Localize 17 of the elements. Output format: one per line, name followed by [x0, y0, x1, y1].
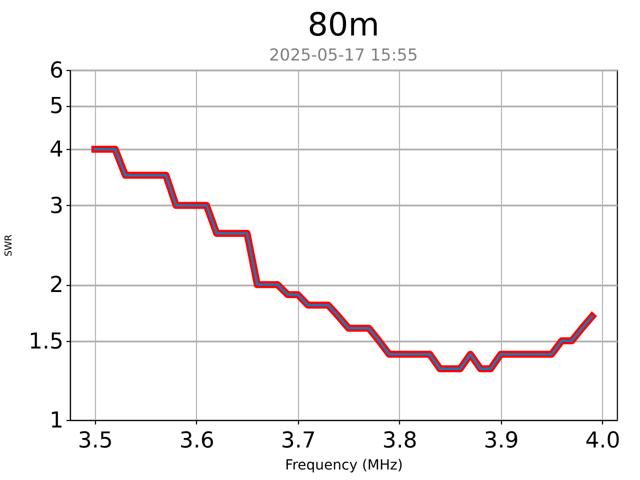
y-axis-title: SWR	[4, 234, 15, 257]
y-tick-label: 1.5	[28, 329, 64, 354]
x-tick-label: 3.8	[382, 428, 418, 454]
x-tick-label: 3.5	[78, 428, 113, 454]
x-axis-title: Frequency (MHz)	[285, 458, 403, 474]
y-tick-label: 4	[50, 138, 64, 163]
y-tick-label: 5	[50, 94, 64, 120]
x-tick-label: 3.6	[179, 428, 214, 454]
chart-title: 80m	[308, 6, 380, 44]
x-tick-label: 3.7	[280, 428, 316, 454]
y-tick-label: 2	[50, 273, 64, 298]
y-tick-label: 6	[50, 58, 64, 84]
chart-subtitle: 2025-05-17 15:55	[269, 46, 418, 64]
x-tick-label: 4.0	[585, 428, 620, 454]
y-tick-label: 3	[50, 194, 64, 219]
x-tick-label: 3.9	[484, 428, 519, 454]
y-tick-label: 1	[50, 408, 64, 434]
